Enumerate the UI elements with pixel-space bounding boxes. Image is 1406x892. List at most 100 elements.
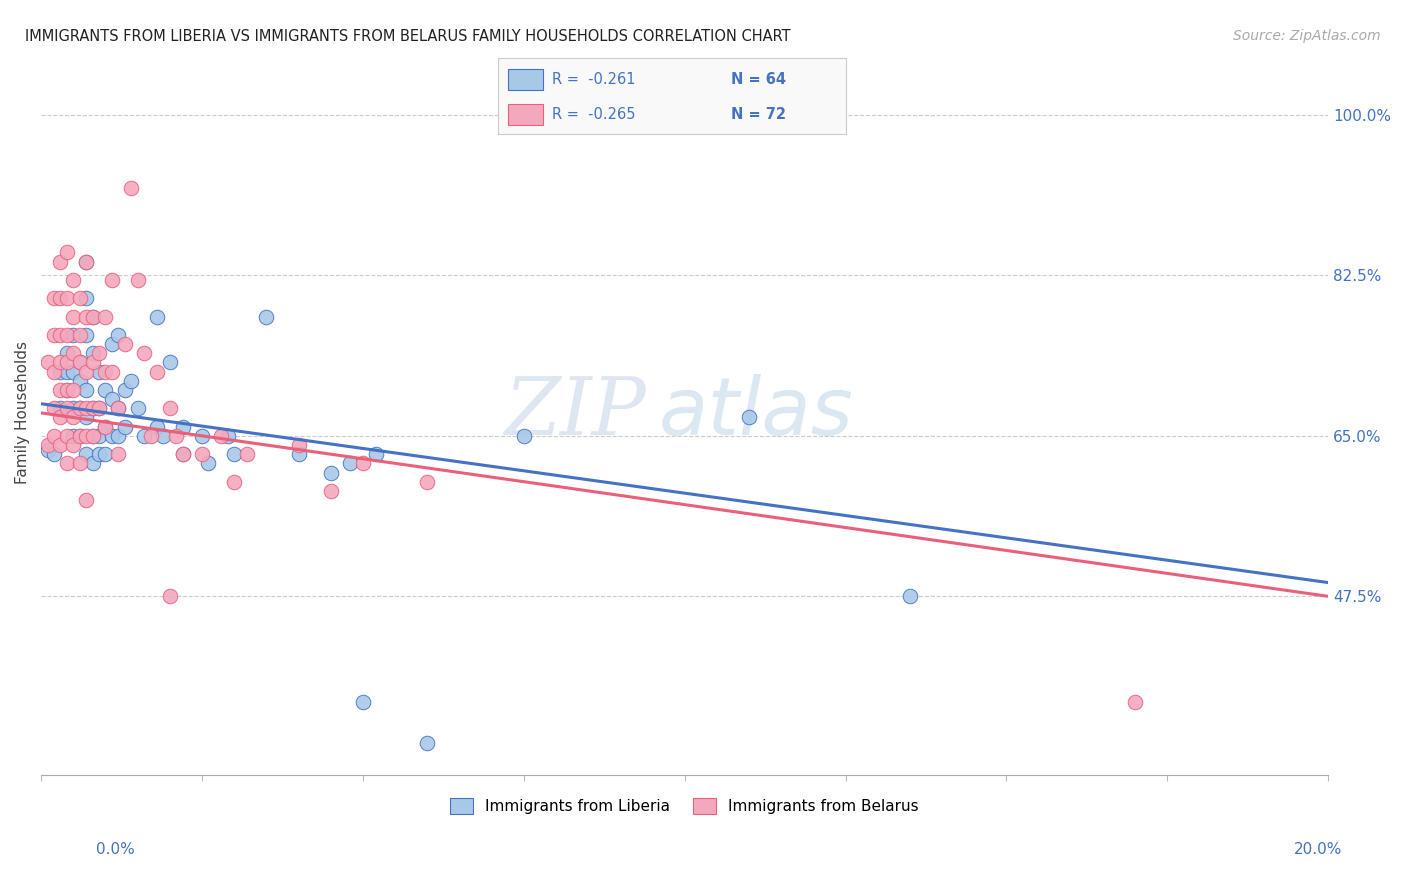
Point	[738, 410, 761, 425]
Point	[159, 401, 181, 416]
Point	[87, 401, 110, 416]
Point	[94, 383, 117, 397]
Point	[107, 328, 129, 343]
Point	[62, 273, 84, 287]
Point	[56, 328, 79, 343]
Point	[62, 310, 84, 324]
Point	[82, 429, 104, 443]
Point	[62, 383, 84, 397]
Point	[101, 429, 124, 443]
Point	[82, 310, 104, 324]
Point	[62, 438, 84, 452]
Point	[254, 310, 277, 324]
Point	[87, 447, 110, 461]
Point	[165, 429, 187, 443]
Point	[49, 383, 72, 397]
Point	[49, 254, 72, 268]
Point	[75, 365, 97, 379]
Point	[69, 374, 91, 388]
Point	[139, 429, 162, 443]
Point	[172, 447, 194, 461]
Point	[146, 310, 169, 324]
Point	[75, 254, 97, 268]
Point	[56, 355, 79, 369]
Point	[191, 447, 214, 461]
Point	[87, 401, 110, 416]
Point	[339, 456, 361, 470]
Point	[87, 429, 110, 443]
Point	[62, 328, 84, 343]
Point	[107, 401, 129, 416]
Point	[82, 310, 104, 324]
Point	[75, 429, 97, 443]
Point	[62, 401, 84, 416]
Point	[319, 466, 342, 480]
Point	[75, 401, 97, 416]
Point	[94, 365, 117, 379]
Point	[69, 429, 91, 443]
Point	[513, 429, 536, 443]
Point	[159, 355, 181, 369]
Point	[1123, 695, 1146, 709]
Point	[49, 355, 72, 369]
Point	[319, 483, 342, 498]
Point	[82, 401, 104, 416]
Point	[127, 401, 149, 416]
Point	[62, 346, 84, 360]
Point	[159, 590, 181, 604]
Point	[114, 337, 136, 351]
Text: Source: ZipAtlas.com: Source: ZipAtlas.com	[1233, 29, 1381, 43]
Point	[49, 365, 72, 379]
Point	[56, 456, 79, 470]
Text: atlas: atlas	[659, 374, 853, 452]
Point	[197, 456, 219, 470]
Point	[75, 328, 97, 343]
Point	[120, 374, 142, 388]
Point	[287, 447, 309, 461]
Point	[75, 493, 97, 508]
Point	[101, 392, 124, 406]
Point	[75, 254, 97, 268]
Point	[217, 429, 239, 443]
Point	[416, 475, 439, 489]
Point	[37, 438, 59, 452]
Point	[42, 291, 65, 305]
Point	[127, 273, 149, 287]
Point	[101, 337, 124, 351]
Point	[49, 410, 72, 425]
Point	[224, 447, 246, 461]
Point	[56, 291, 79, 305]
Point	[49, 438, 72, 452]
Point	[416, 736, 439, 750]
Point	[62, 410, 84, 425]
Point	[114, 419, 136, 434]
Point	[75, 291, 97, 305]
Legend: Immigrants from Liberia, Immigrants from Belarus: Immigrants from Liberia, Immigrants from…	[443, 790, 927, 822]
Point	[69, 401, 91, 416]
Point	[62, 429, 84, 443]
Point	[56, 429, 79, 443]
Point	[101, 273, 124, 287]
Point	[94, 447, 117, 461]
Point	[69, 291, 91, 305]
Point	[56, 346, 79, 360]
Point	[107, 401, 129, 416]
Point	[42, 365, 65, 379]
Point	[49, 328, 72, 343]
Point	[75, 310, 97, 324]
Point	[87, 365, 110, 379]
Point	[49, 291, 72, 305]
Point	[42, 328, 65, 343]
Point	[37, 442, 59, 457]
Point	[107, 447, 129, 461]
Point	[236, 447, 259, 461]
Point	[120, 181, 142, 195]
Point	[42, 401, 65, 416]
Text: IMMIGRANTS FROM LIBERIA VS IMMIGRANTS FROM BELARUS FAMILY HOUSEHOLDS CORRELATION: IMMIGRANTS FROM LIBERIA VS IMMIGRANTS FR…	[25, 29, 792, 44]
Point	[132, 346, 155, 360]
Text: 20.0%: 20.0%	[1295, 842, 1343, 856]
Point	[69, 355, 91, 369]
Point	[94, 419, 117, 434]
Point	[69, 401, 91, 416]
Point	[287, 438, 309, 452]
